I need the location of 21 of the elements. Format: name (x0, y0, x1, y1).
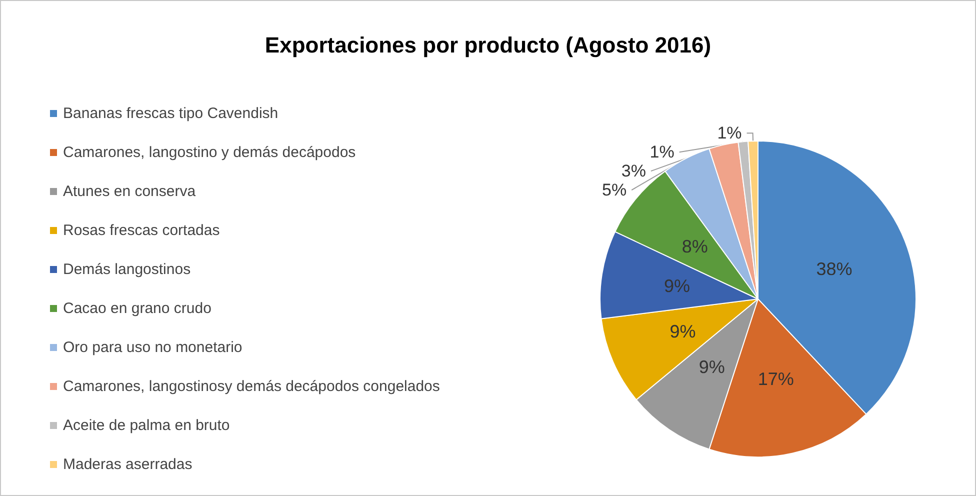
legend-label: Camarones, langostinosy demás decápodos congelados (63, 378, 440, 395)
legend-label: Maderas aserradas (63, 456, 192, 473)
data-label: 17% (758, 369, 794, 390)
chart-title: Exportaciones por producto (Agosto 2016) (264, 32, 712, 58)
legend-label: Cacao en grano crudo (63, 300, 212, 317)
legend-label: Oro para uso no monetario (63, 339, 242, 356)
data-label: 1% (650, 142, 674, 162)
data-label: 1% (717, 124, 742, 143)
data-label: 9% (664, 276, 690, 296)
data-label: 8% (682, 236, 708, 257)
legend-label: Aceite de palma en bruto (63, 417, 230, 434)
data-label: 9% (698, 356, 725, 377)
legend-label: Camarones, langostino y demás decápodos (63, 144, 356, 161)
legend-label: Atunes en conserva (63, 183, 196, 200)
data-label: 38% (816, 258, 852, 279)
legend-label: Rosas frescas cortadas (63, 222, 220, 239)
data-label: 9% (670, 322, 696, 342)
data-label: 3% (621, 162, 646, 181)
legend-label: Demás langostinos (63, 261, 191, 278)
data-label: 5% (602, 180, 627, 200)
legend-label: Bananas frescas tipo Cavendish (63, 105, 278, 122)
